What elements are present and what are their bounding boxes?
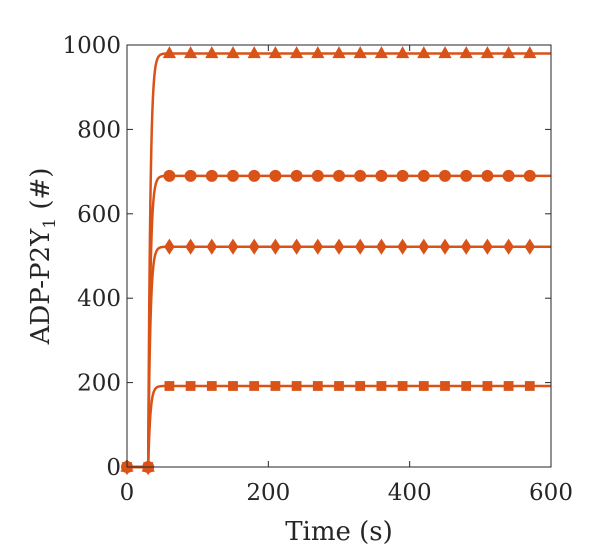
data-point-square [397, 381, 408, 391]
y-axis-label-tail: (#) [26, 168, 56, 218]
data-point-triangle [459, 46, 473, 59]
data-point-diamond [354, 238, 366, 255]
data-point-square [164, 381, 175, 391]
data-point-diamond [439, 238, 451, 255]
axes-box [126, 44, 552, 468]
data-point-diamond [248, 238, 260, 255]
data-point-square [206, 381, 217, 391]
data-point-square [355, 381, 366, 391]
data-point-triangle [353, 46, 367, 59]
data-point-square [312, 381, 323, 391]
data-point-circle [396, 169, 409, 182]
data-point-diamond [524, 238, 536, 255]
data-point-square [291, 381, 302, 391]
data-point-circle [523, 169, 536, 182]
y-axis-label-main: ADP-P2Y [26, 228, 56, 346]
data-point-square [228, 381, 238, 391]
series-triangle [120, 46, 551, 472]
data-point-triangle [374, 46, 389, 59]
data-point-circle [417, 169, 430, 182]
data-point-diamond [333, 238, 345, 255]
tick-layer: 0 200 400 600 0 200 400 600 800 1000 [62, 33, 573, 506]
data-point-circle [354, 169, 367, 182]
y-tick-label: 400 [77, 286, 121, 312]
data-point-circle [375, 169, 388, 182]
x-tick-label: 400 [388, 480, 432, 506]
data-point-diamond [503, 238, 514, 255]
data-point-circle [248, 169, 261, 182]
data-point-square [376, 381, 387, 391]
data-point-diamond [227, 238, 239, 255]
y-tick-label: 200 [77, 371, 121, 397]
data-point-triangle [501, 46, 516, 59]
data-point-diamond [376, 238, 387, 255]
data-point-circle [333, 169, 345, 182]
x-tick-label: 0 [120, 480, 135, 506]
data-point-diamond [397, 238, 408, 255]
data-point-triangle [183, 46, 198, 59]
data-point-circle [269, 169, 282, 182]
data-point-triangle [247, 46, 261, 59]
data-point-circle [481, 169, 494, 182]
data-point-circle [460, 169, 473, 182]
data-point-diamond [291, 238, 302, 255]
data-point-triangle [311, 46, 325, 59]
data-point-diamond [418, 238, 430, 255]
data-point-triangle [268, 46, 283, 59]
data-point-triangle [205, 46, 219, 59]
data-point-triangle [417, 46, 431, 59]
data-point-triangle [332, 46, 346, 59]
data-point-square [482, 381, 493, 391]
data-point-circle [311, 169, 324, 182]
data-point-triangle [480, 46, 495, 59]
data-point-square [270, 381, 281, 391]
data-point-circle [290, 169, 303, 182]
x-tick-label: 600 [529, 480, 573, 506]
data-point-diamond [482, 238, 493, 255]
data-point-circle [184, 169, 197, 182]
data-point-square [461, 381, 472, 391]
data-point-triangle [395, 46, 410, 59]
data-point-square [503, 381, 514, 391]
x-axis-label: Time (s) [285, 517, 393, 547]
data-point-diamond [270, 238, 281, 255]
data-point-circle [227, 169, 239, 182]
data-point-triangle [523, 46, 537, 59]
data-point-triangle [162, 46, 177, 59]
y-axis-label: ADP-P2Y1 (#) [26, 168, 60, 346]
data-point-square [524, 381, 535, 391]
y-tick-label: 1000 [62, 33, 121, 59]
data-point-circle [163, 169, 176, 182]
data-point-circle [502, 169, 515, 182]
y-tick-label: 800 [77, 117, 121, 143]
data-point-square [440, 381, 450, 391]
x-tick-label: 200 [246, 480, 290, 506]
y-tick-label: 0 [106, 455, 121, 481]
data-point-diamond [185, 238, 196, 255]
data-point-circle [439, 169, 451, 182]
data-point-circle [205, 169, 218, 182]
y-axis-label-subscript: 1 [40, 218, 60, 229]
data-point-square [249, 381, 260, 391]
data-point-diamond [206, 238, 218, 255]
data-point-triangle [289, 46, 304, 59]
data-point-square [334, 381, 344, 391]
data-point-diamond [460, 238, 472, 255]
data-point-square [418, 381, 429, 391]
y-tick-label: 600 [77, 202, 121, 228]
data-point-triangle [226, 46, 240, 59]
data-point-diamond [312, 238, 324, 255]
data-point-diamond [164, 238, 175, 255]
series-line [127, 52, 551, 469]
data-point-square [185, 381, 196, 391]
series-circle [121, 169, 551, 473]
data-point-triangle [438, 46, 452, 59]
plot-area [127, 45, 551, 467]
